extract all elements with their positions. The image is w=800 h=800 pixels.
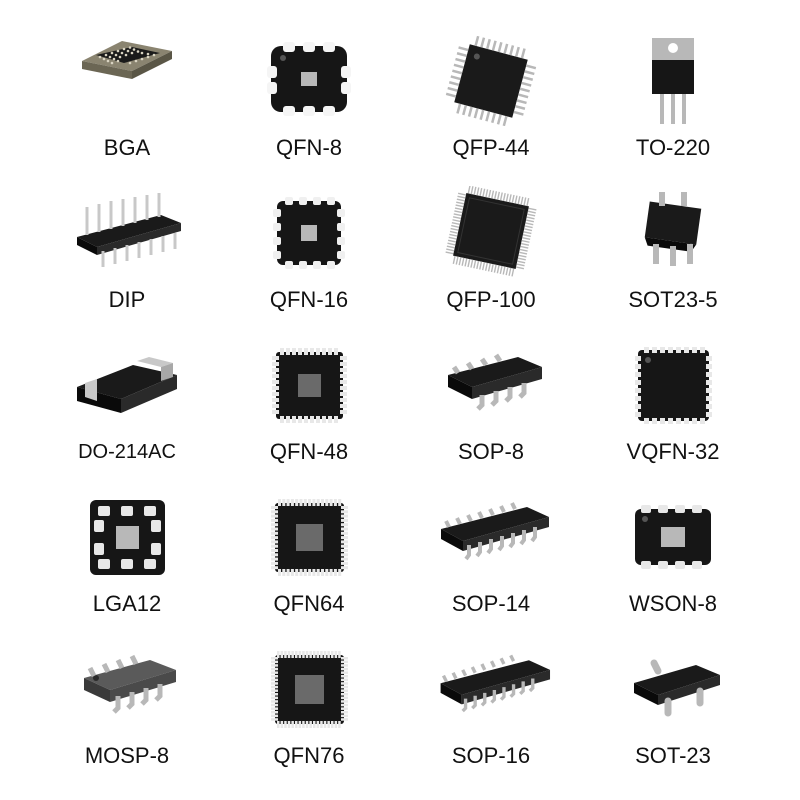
to220-icon (613, 31, 733, 131)
label: QFP-100 (446, 287, 535, 313)
label: TO-220 (636, 135, 710, 161)
label: SOP-8 (458, 439, 524, 465)
label: MOSP-8 (85, 743, 169, 769)
dip-icon (67, 183, 187, 283)
sop8-icon (431, 335, 551, 435)
label: SOP-16 (452, 743, 530, 769)
wson8-icon (613, 487, 733, 587)
lga12-icon (67, 487, 187, 587)
label: SOT-23 (635, 743, 711, 769)
sot235-icon (613, 183, 733, 283)
cell-dip: DIP (37, 173, 217, 323)
vqfn32-icon (613, 335, 733, 435)
sop16-icon (431, 639, 551, 739)
label: SOT23-5 (628, 287, 717, 313)
sop14-icon (431, 487, 551, 587)
mosp8-icon (67, 639, 187, 739)
cell-sop14: SOP-14 (401, 477, 581, 627)
label: BGA (104, 135, 150, 161)
cell-qfp44: QFP-44 (401, 21, 581, 171)
label: DO-214AC (78, 441, 176, 464)
qfn64-icon (249, 487, 369, 587)
cell-sot235: SOT23-5 (583, 173, 763, 323)
label: QFN76 (274, 743, 345, 769)
cell-sop8: SOP-8 (401, 325, 581, 475)
qfn8-icon (249, 31, 369, 131)
label: QFN-16 (270, 287, 348, 313)
label: LGA12 (93, 591, 162, 617)
cell-qfp100: QFP-100 (401, 173, 581, 323)
label: VQFN-32 (627, 439, 720, 465)
cell-qfn8: QFN-8 (219, 21, 399, 171)
cell-qfn48: QFN-48 (219, 325, 399, 475)
label: WSON-8 (629, 591, 717, 617)
qfp44-icon (431, 31, 551, 131)
cell-to220: TO-220 (583, 21, 763, 171)
cell-vqfn32: VQFN-32 (583, 325, 763, 475)
qfn48-icon (249, 335, 369, 435)
cell-wson8: WSON-8 (583, 477, 763, 627)
cell-lga12: LGA12 (37, 477, 217, 627)
sot23-icon (613, 639, 733, 739)
qfn16-icon (249, 183, 369, 283)
package-grid: BGA QFN-8 (17, 1, 783, 799)
label: SOP-14 (452, 591, 530, 617)
bga-icon (67, 31, 187, 131)
cell-mosp8: MOSP-8 (37, 629, 217, 779)
label: QFN-48 (270, 439, 348, 465)
label: QFN-8 (276, 135, 342, 161)
do214-icon (67, 337, 187, 437)
qfn76-icon (249, 639, 369, 739)
label: QFP-44 (452, 135, 529, 161)
cell-bga: BGA (37, 21, 217, 171)
cell-sop16: SOP-16 (401, 629, 581, 779)
label: DIP (109, 287, 146, 313)
cell-qfn76: QFN76 (219, 629, 399, 779)
label: QFN64 (274, 591, 345, 617)
qfp100-icon (431, 183, 551, 283)
cell-qfn64: QFN64 (219, 477, 399, 627)
cell-sot23: SOT-23 (583, 629, 763, 779)
cell-qfn16: QFN-16 (219, 173, 399, 323)
cell-do214: DO-214AC (37, 325, 217, 475)
